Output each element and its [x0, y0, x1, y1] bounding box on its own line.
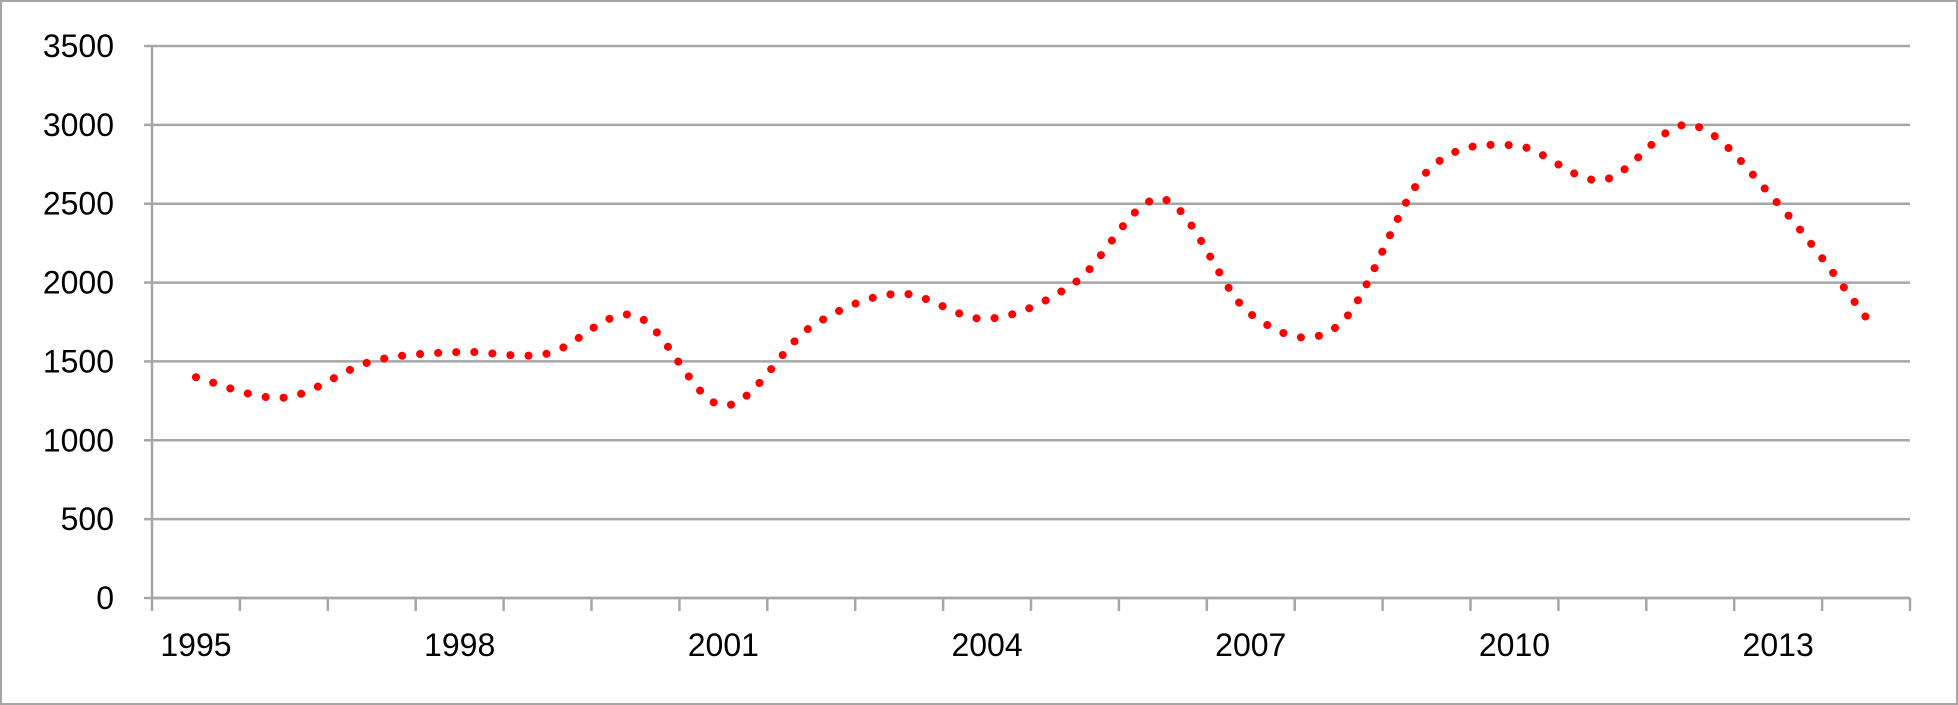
y-tick-label-1000: 1000 — [43, 422, 114, 458]
x-tick-label-2013: 2013 — [1743, 627, 1814, 663]
x-tick-label-2010: 2010 — [1479, 627, 1550, 663]
x-tick-label-1998: 1998 — [424, 627, 495, 663]
y-tick-label-2000: 2000 — [43, 265, 114, 301]
series-line-0 — [191, 120, 1871, 410]
y-tick-label-2500: 2500 — [43, 186, 114, 222]
x-tick-label-1995: 1995 — [160, 627, 231, 663]
y-tick-label-0: 0 — [96, 580, 114, 616]
y-tick-label-500: 500 — [61, 501, 114, 537]
y-tick-label-3000: 3000 — [43, 107, 114, 143]
x-tick-label-2004: 2004 — [951, 627, 1022, 663]
y-tick-label-3500: 3500 — [43, 28, 114, 64]
x-tick-label-2001: 2001 — [688, 627, 759, 663]
x-tick-label-2007: 2007 — [1215, 627, 1286, 663]
y-tick-label-1500: 1500 — [43, 343, 114, 379]
